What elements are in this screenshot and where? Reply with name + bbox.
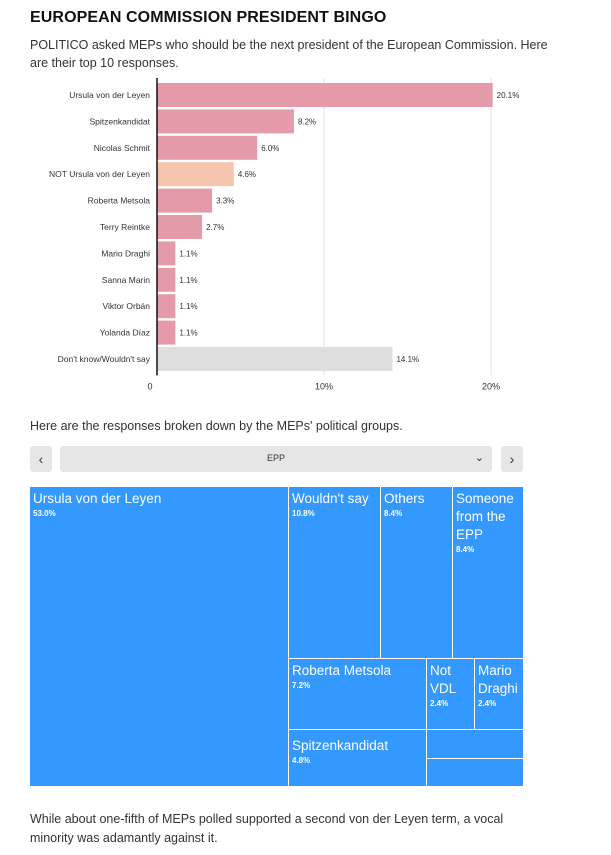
bar	[157, 188, 213, 213]
treemap-cell-label: Mario Draghi	[478, 663, 518, 696]
treemap-cell-label: Ursula von der Leyen	[33, 491, 162, 506]
next-group-button[interactable]: ›	[501, 446, 523, 472]
value-label: 14.1%	[396, 355, 419, 364]
treemap-cell-value: 2.4%	[430, 699, 449, 708]
bar	[157, 83, 493, 107]
treemap-cell-value: 8.4%	[384, 509, 403, 518]
treemap-cell: Someone from the EPP 8.4%	[453, 487, 524, 659]
breakdown-intro: Here are the responses broken down by th…	[30, 419, 403, 433]
footer-text: While about one-fifth of MEPs polled sup…	[30, 812, 504, 845]
chevron-left-icon: ‹	[38, 451, 44, 467]
group-treemap: Ursula von der Leyen 53.0% Wouldn't say 10.…	[30, 487, 524, 787]
category-label: Spitzenkandidat	[90, 116, 151, 126]
treemap-cell-label: Someone from the EPP	[456, 491, 514, 542]
treemap-cell: Not VDL 2.4%	[427, 659, 475, 730]
category-label: Sanna Marin	[102, 275, 150, 285]
category-label: NOT Ursula von der Leyen	[49, 169, 150, 179]
bar	[157, 162, 234, 187]
bar-chart: Ursula von der Leyen 20.1% Spitzenkandidat…	[49, 78, 520, 391]
category-label: Ursula von der Leyen	[69, 90, 150, 100]
category-label: Terry Reintke	[100, 222, 150, 232]
category-label: Yolanda Díaz	[100, 328, 150, 338]
value-label: 6.0%	[261, 144, 279, 153]
treemap-cell: Spitzenkandidat 4.8%	[289, 730, 427, 787]
treemap-cell-label: Spitzenkandidat	[292, 738, 389, 753]
category-label: Mario Draghi	[101, 248, 150, 258]
category-label: Don't know/Wouldn't say	[58, 354, 151, 364]
chevron-right-icon: ›	[509, 451, 515, 467]
value-label: 20.1%	[497, 91, 520, 100]
chevron-down-icon: ⌄	[474, 452, 484, 464]
treemap-cell-value: 53.0%	[33, 509, 56, 518]
treemap-cell-value: 7.2%	[292, 681, 311, 690]
value-label: 1.1%	[179, 302, 197, 311]
value-label: 3.3%	[216, 197, 234, 206]
treemap-cell-label: Wouldn't say	[292, 491, 369, 506]
treemap-cell-label: Not VDL	[430, 663, 457, 696]
treemap-cell-value: 2.4%	[478, 699, 497, 708]
treemap-cell: Wouldn't say 10.8%	[289, 487, 381, 659]
group-select[interactable]: EPP ⌄	[60, 446, 492, 472]
treemap-cell-value: 4.8%	[292, 756, 311, 765]
treemap-cell: Mario Draghi 2.4%	[475, 659, 524, 730]
value-label: 1.1%	[179, 329, 197, 338]
bar	[157, 215, 203, 239]
bar	[157, 241, 176, 266]
treemap-cell-value: 8.4%	[456, 545, 475, 554]
treemap-cell-label: Others	[384, 491, 425, 506]
x-tick-label: 0	[147, 381, 152, 391]
treemap-minor-cell	[427, 730, 524, 759]
value-label: 2.7%	[206, 223, 224, 232]
x-tick-label: 10%	[315, 381, 333, 391]
chart-subtitle: POLITICO asked MEPs who should be the ne…	[30, 38, 548, 70]
treemap-cell: Roberta Metsola 7.2%	[289, 659, 427, 730]
category-label: Nicolas Schmit	[94, 143, 151, 153]
value-label: 1.1%	[179, 249, 197, 258]
bar	[157, 320, 176, 345]
value-label: 8.2%	[298, 117, 316, 126]
value-label: 1.1%	[179, 276, 197, 285]
bar	[157, 109, 294, 134]
treemap-cell: Others 8.4%	[381, 487, 453, 659]
treemap-cell-value: 10.8%	[292, 509, 315, 518]
bar	[157, 267, 176, 292]
category-label: Viktor Orbán	[102, 301, 150, 311]
x-tick-label: 20%	[482, 381, 500, 391]
previous-group-button[interactable]: ‹	[30, 446, 52, 472]
chart-title: EUROPEAN COMMISSION PRESIDENT BINGO	[30, 9, 387, 26]
bar	[157, 294, 176, 319]
category-label: Roberta Metsola	[88, 196, 151, 206]
group-select-value: EPP	[266, 453, 285, 463]
bar	[157, 347, 393, 371]
treemap-cell: Ursula von der Leyen 53.0%	[30, 487, 289, 787]
value-label: 4.6%	[238, 170, 256, 179]
treemap-minor-cell	[427, 759, 524, 787]
bar	[157, 135, 258, 160]
treemap-cell-label: Roberta Metsola	[292, 663, 392, 678]
